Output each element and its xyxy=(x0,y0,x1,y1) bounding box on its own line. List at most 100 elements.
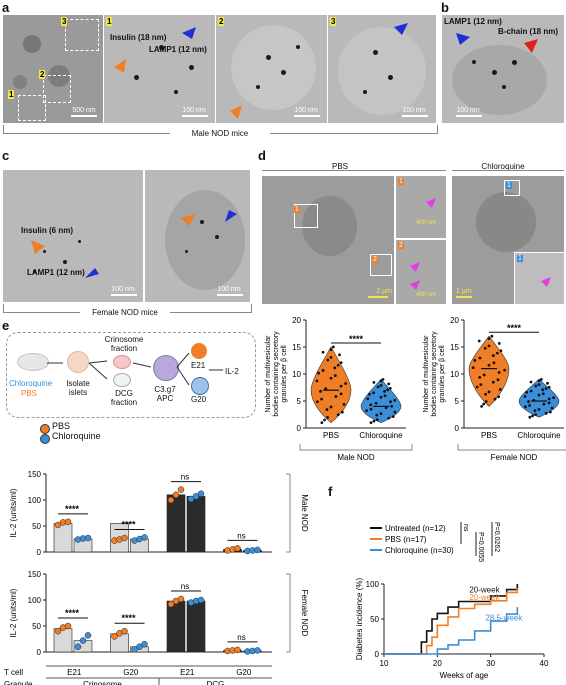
e-dcg-fraction: DCG fraction xyxy=(110,389,138,407)
data-point xyxy=(491,380,495,384)
data-point xyxy=(321,369,325,372)
x-tick-label: PBS xyxy=(323,431,339,440)
bar-point xyxy=(254,647,261,654)
annotation-pbs: 20-week xyxy=(469,593,500,602)
y-tick-label: 10 xyxy=(292,370,301,379)
data-point xyxy=(487,390,491,394)
g20-cell-icon xyxy=(191,377,209,395)
granule-name: Crinosome xyxy=(83,680,122,685)
data-point xyxy=(316,400,319,404)
caption-bracket xyxy=(457,444,566,451)
e21-cell-icon xyxy=(191,343,207,359)
data-point xyxy=(342,402,346,406)
data-point xyxy=(344,382,347,385)
data-point xyxy=(333,374,337,378)
bar xyxy=(186,600,206,653)
violin-0 xyxy=(310,346,352,423)
bar-point xyxy=(121,534,128,542)
bar-point xyxy=(111,633,118,640)
bar-point xyxy=(187,495,195,503)
panel-c-letter: c xyxy=(2,148,10,163)
data-point xyxy=(369,407,373,411)
y-tick-label: 150 xyxy=(28,470,42,479)
zoom-number-1: 1 xyxy=(106,17,113,26)
tcell-name: G20 xyxy=(236,668,252,677)
data-point xyxy=(366,397,370,401)
data-point xyxy=(491,354,495,357)
zoom-number-2: 2 xyxy=(218,17,225,26)
y-tick-label: 0 xyxy=(297,424,302,433)
box-number-1: 1 xyxy=(8,90,15,99)
data-point xyxy=(383,389,386,393)
significance-label: **** xyxy=(121,613,136,623)
bar-point xyxy=(79,637,87,644)
bar-point xyxy=(177,486,185,493)
e-isolate: Isolate islets xyxy=(66,379,90,397)
data-point xyxy=(479,383,483,387)
bar-point xyxy=(197,490,205,498)
y-axis-label-line: bodies containing secretory xyxy=(273,331,280,417)
data-point xyxy=(368,392,371,396)
significance-label: **** xyxy=(507,323,522,333)
data-point xyxy=(534,413,537,416)
data-point xyxy=(528,404,531,407)
box-number-3: 3 xyxy=(61,17,68,26)
y-axis-label-line: granules per β cell xyxy=(281,345,288,403)
tcell-label: T cell xyxy=(4,668,23,677)
data-point xyxy=(537,407,541,411)
data-point xyxy=(533,409,537,413)
x-axis-label: Weeks of age xyxy=(440,671,489,680)
data-point xyxy=(324,387,328,391)
data-point xyxy=(329,376,333,380)
legend-chloroquine-marker xyxy=(40,434,50,444)
data-point xyxy=(339,361,343,365)
data-point xyxy=(338,353,341,357)
data-point xyxy=(484,392,488,396)
data-point xyxy=(383,394,387,398)
significance-label: **** xyxy=(65,608,80,618)
x-tick-label: Chloroquine xyxy=(359,431,403,440)
bar-point xyxy=(84,632,92,639)
data-point xyxy=(340,410,344,414)
data-point xyxy=(320,421,324,424)
y-tick-label: 150 xyxy=(28,570,42,579)
data-point xyxy=(493,397,497,401)
bar-point xyxy=(234,545,241,552)
data-point xyxy=(372,419,376,423)
data-point xyxy=(334,395,338,398)
data-point xyxy=(325,408,329,411)
e-legend-chloroquine: Chloroquine xyxy=(52,431,101,441)
x-tick-label: 40 xyxy=(540,659,549,668)
islet-icon xyxy=(67,351,89,373)
bar xyxy=(166,494,186,553)
data-point xyxy=(548,410,552,414)
data-point xyxy=(550,406,554,410)
data-point xyxy=(379,395,383,399)
y-tick-label: 5 xyxy=(455,397,460,406)
data-point xyxy=(541,388,545,392)
data-point xyxy=(531,414,534,418)
data-point xyxy=(393,398,397,402)
data-point xyxy=(390,404,394,408)
bar-point xyxy=(192,493,200,500)
data-point xyxy=(387,382,391,386)
data-point xyxy=(497,395,500,399)
data-point xyxy=(329,356,333,359)
data-point xyxy=(329,348,333,352)
group-label: Male NOD xyxy=(300,494,309,532)
bar-point xyxy=(167,496,175,504)
em-pbs-insert-1: 1 400 nm xyxy=(396,176,446,238)
data-point xyxy=(524,405,527,409)
em-panel-c-left: Insulin (6 nm) LAMP1 (12 nm) 100 nm xyxy=(3,170,143,302)
y-axis-label: Diabetes incidence (%) xyxy=(355,578,364,661)
data-point xyxy=(319,389,322,393)
tcell-name: E21 xyxy=(67,668,82,677)
x-tick-label: 10 xyxy=(380,659,389,668)
y-tick-label: 15 xyxy=(450,343,459,352)
bar-point xyxy=(54,521,62,529)
data-point xyxy=(544,411,548,415)
data-point xyxy=(480,405,484,408)
km-line-2 xyxy=(384,607,519,655)
data-point xyxy=(391,415,395,419)
e-schematic-box: Chloroquine PBS Isolate islets Crinosome… xyxy=(6,332,256,418)
